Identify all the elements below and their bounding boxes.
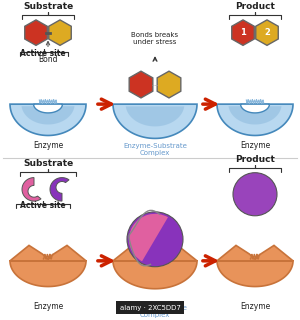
Polygon shape (157, 71, 181, 98)
Text: 1: 1 (240, 28, 246, 37)
Text: 2: 2 (264, 28, 270, 37)
Text: Enzyme-Substrate
Complex: Enzyme-Substrate Complex (123, 143, 187, 156)
Text: Active site: Active site (20, 49, 66, 58)
Text: Enzyme-Substrate
Complex: Enzyme-Substrate Complex (123, 305, 187, 318)
Circle shape (127, 212, 183, 267)
Polygon shape (34, 104, 62, 113)
Wedge shape (129, 214, 168, 261)
Polygon shape (113, 104, 197, 139)
Polygon shape (25, 20, 47, 45)
Text: alamy · 2XC5DD7: alamy · 2XC5DD7 (120, 305, 180, 311)
Text: Substrate: Substrate (23, 159, 73, 168)
Polygon shape (217, 104, 293, 135)
Text: Bonds breaks
under stress: Bonds breaks under stress (131, 32, 178, 45)
Circle shape (233, 173, 277, 216)
Text: Bond: Bond (38, 55, 58, 64)
Text: Enzyme: Enzyme (240, 302, 270, 311)
Polygon shape (217, 245, 293, 286)
Text: Active site: Active site (20, 201, 66, 210)
Text: Enzyme: Enzyme (33, 141, 63, 150)
Text: Enzyme: Enzyme (33, 302, 63, 311)
Text: Enzyme: Enzyme (240, 141, 270, 150)
Polygon shape (49, 20, 71, 45)
Text: 2: 2 (60, 187, 64, 192)
Text: Product: Product (235, 155, 275, 164)
Polygon shape (129, 71, 153, 98)
Polygon shape (113, 244, 197, 289)
Text: 1: 1 (32, 187, 36, 192)
Polygon shape (50, 178, 69, 201)
Polygon shape (229, 106, 281, 124)
Polygon shape (256, 20, 278, 45)
Polygon shape (10, 104, 86, 135)
Polygon shape (10, 245, 86, 286)
Text: Substrate: Substrate (23, 2, 73, 11)
Polygon shape (232, 20, 254, 45)
Polygon shape (241, 104, 269, 113)
Text: Product: Product (235, 2, 275, 11)
Polygon shape (22, 106, 74, 124)
Polygon shape (22, 178, 41, 201)
Polygon shape (126, 106, 184, 126)
